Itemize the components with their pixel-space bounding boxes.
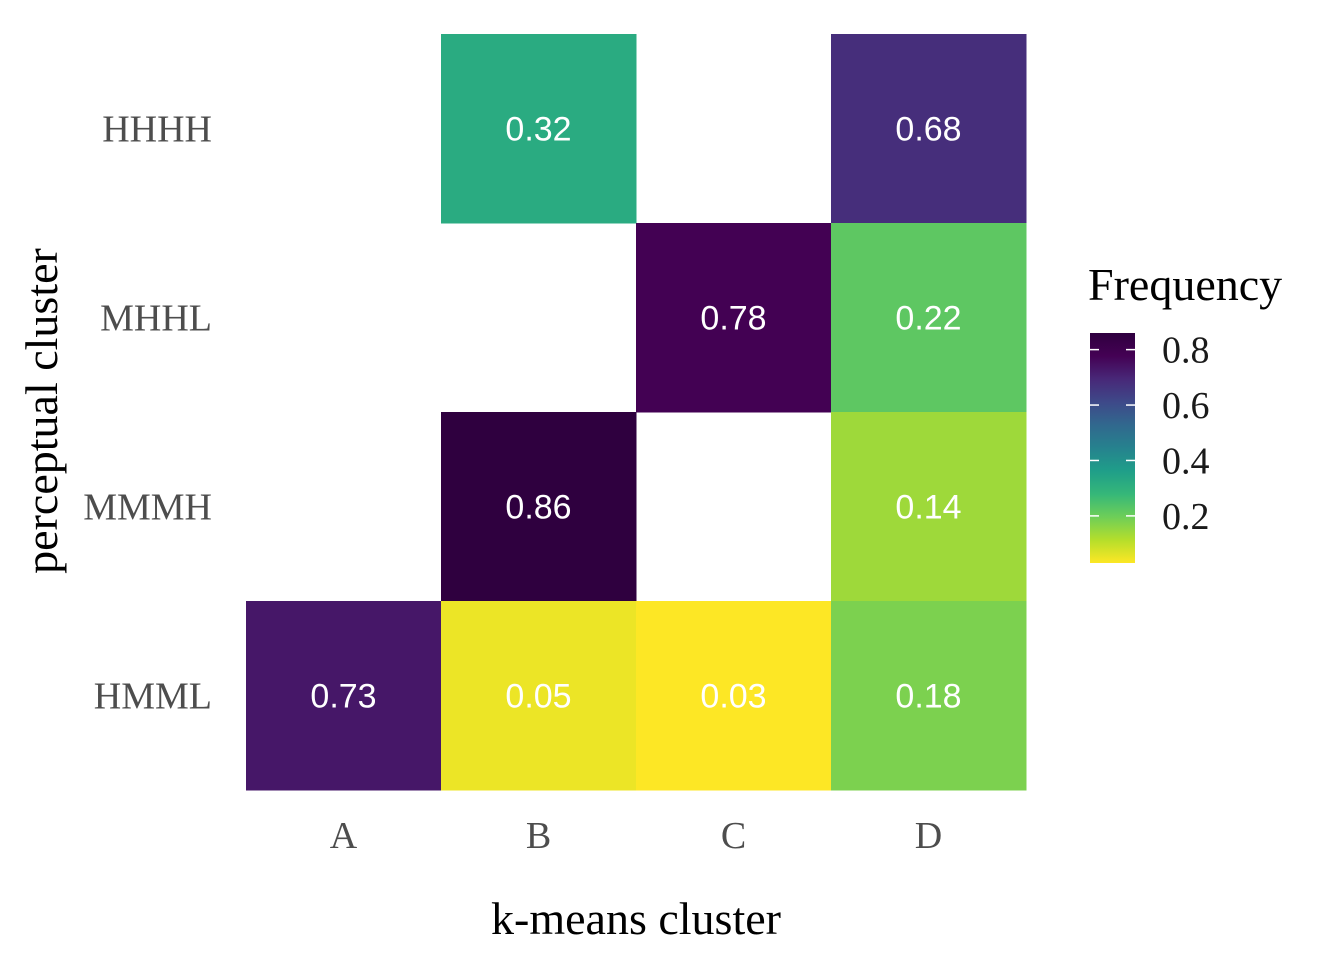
y-axis-title: perceptual cluster <box>16 248 67 574</box>
x-tick-label-D: D <box>915 815 942 857</box>
heatmap-cell-B-HHHH <box>441 34 637 224</box>
x-axis-title: k-means cluster <box>491 893 781 944</box>
heatmap-cell-B-HMML <box>441 601 637 791</box>
x-tick-label-A: A <box>330 815 358 857</box>
cell-label-B-HHHH: 0.32 <box>505 111 571 149</box>
heatmap-cell-C-HMML <box>636 601 832 791</box>
y-tick-label-MMMH: MMMH <box>83 487 212 529</box>
legend-colorbar <box>1090 333 1135 563</box>
y-axis-tick-labels: HHHH MHHL MMMH HMML <box>83 109 212 718</box>
heatmap-cell-D-MMMH <box>831 412 1027 602</box>
cell-value-labels: 0.32 0.68 0.78 0.22 0.86 0.14 0.73 0.05 0.03 0.18 <box>310 111 961 716</box>
x-tick-label-C: C <box>721 815 746 857</box>
color-legend: Frequency 0.2 0.4 0.6 0.8 <box>1088 259 1282 563</box>
legend-tick-label-0.8: 0.8 <box>1162 330 1210 372</box>
cell-label-C-MHHL: 0.78 <box>700 300 766 338</box>
heatmap-cell-D-HMML <box>831 601 1027 791</box>
x-axis-tick-labels: A B C D <box>330 815 942 857</box>
cell-label-D-MHHL: 0.22 <box>895 300 961 338</box>
heatmap-cell-B-MMMH <box>441 412 637 602</box>
x-tick-label-B: B <box>526 815 551 857</box>
legend-tick-label-0.2: 0.2 <box>1162 496 1210 538</box>
cell-label-A-HMML: 0.73 <box>310 678 376 716</box>
heatmap-cell-D-MHHL <box>831 223 1027 413</box>
heatmap-cell-C-MHHL <box>636 223 832 413</box>
legend-tick-label-0.6: 0.6 <box>1162 385 1210 427</box>
legend-title: Frequency <box>1088 259 1282 310</box>
cell-label-D-HHHH: 0.68 <box>895 111 961 149</box>
cell-label-D-HMML: 0.18 <box>895 678 961 716</box>
cell-label-B-MMMH: 0.86 <box>505 489 571 527</box>
heatmap-cells <box>246 34 1027 791</box>
cell-label-B-HMML: 0.05 <box>505 678 571 716</box>
legend-tick-label-0.4: 0.4 <box>1162 440 1210 482</box>
legend-ticks: 0.2 0.4 0.6 0.8 <box>1090 330 1210 538</box>
y-tick-label-HMML: HMML <box>94 676 212 718</box>
y-tick-label-HHHH: HHHH <box>102 109 212 151</box>
heatmap-cell-D-HHHH <box>831 34 1027 224</box>
y-tick-label-MHHL: MHHL <box>100 298 212 340</box>
cell-label-D-MMMH: 0.14 <box>895 489 961 527</box>
cell-label-C-HMML: 0.03 <box>700 678 766 716</box>
heatmap-cell-A-HMML <box>246 601 442 791</box>
